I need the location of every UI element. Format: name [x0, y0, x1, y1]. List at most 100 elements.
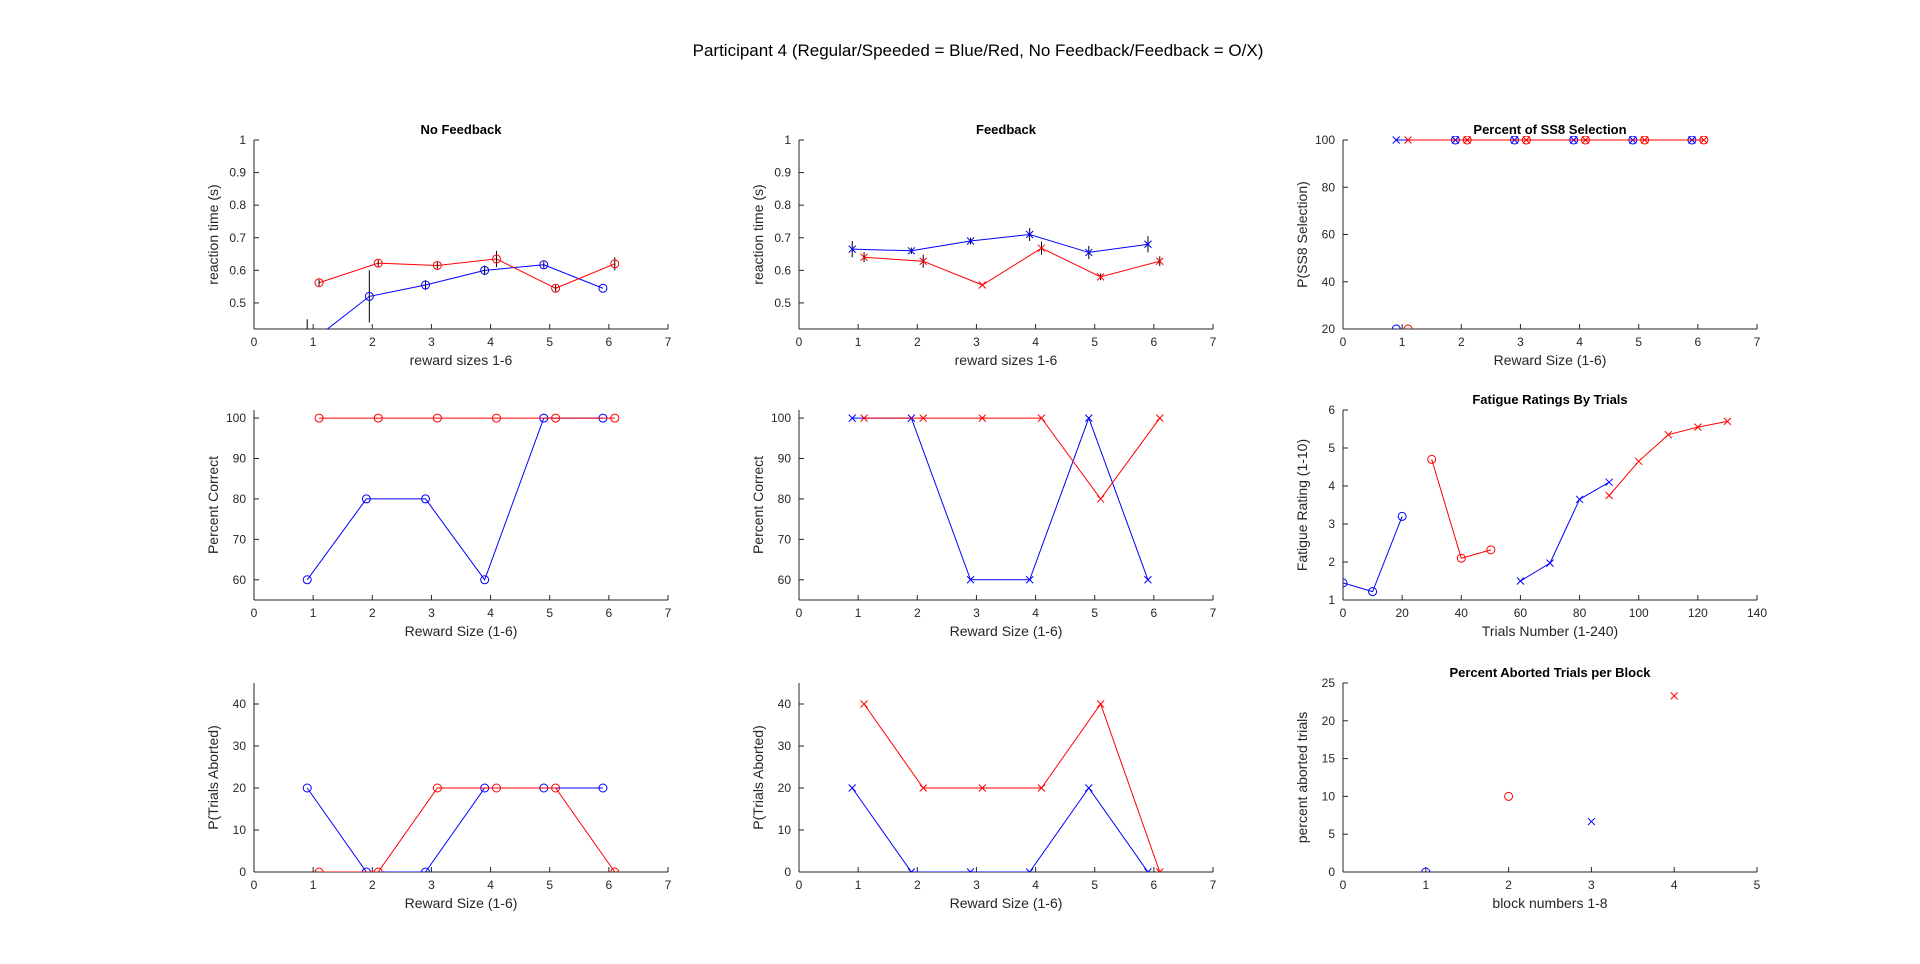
data-point-cross: [966, 868, 975, 872]
series-line: [852, 416, 1149, 581]
plot-area: [1343, 417, 1732, 597]
y-tick-label: 0: [784, 865, 791, 879]
x-tick-label: 3: [1517, 335, 1524, 349]
y-tick-label: 40: [778, 697, 792, 711]
data-point-circle: [491, 413, 501, 423]
subplot-title: Fatigue Ratings By Trials: [1472, 392, 1627, 407]
x-tick-label: 2: [914, 878, 921, 892]
data-point-cross: [1084, 248, 1093, 257]
series-red-circle: [314, 250, 620, 293]
x-axis-label: Reward Size (1-6): [1494, 352, 1607, 368]
subplot-aborted-no-feedback: 0 1 2 3 4 5 6 7 0 10 20 30 40 Reward Size (1-6) P(Tria…: [205, 683, 672, 911]
subplot-rt-no-feedback: 0 1 2 3 4 5 6 7 0.5 0.6 0.7 0.8 0.9 1 No Feedback rewar…: [205, 122, 672, 368]
x-tick-label: 2: [369, 606, 376, 620]
y-tick-label: 15: [1322, 752, 1336, 766]
series-red-circle: [1403, 136, 1709, 329]
series-line: [1343, 516, 1403, 593]
y-tick-label: 4: [1328, 479, 1335, 493]
x-tick-label: 7: [665, 878, 672, 892]
data-point-cross: [966, 575, 975, 584]
data-point-circle: [361, 867, 371, 872]
y-tick-label: 0.6: [229, 263, 246, 277]
data-point-circle: [598, 283, 608, 293]
y-tick-label: 0.9: [774, 166, 791, 180]
x-tick-label: 5: [1635, 335, 1642, 349]
x-tick-label: 4: [1032, 335, 1039, 349]
x-tick-label: 5: [546, 878, 553, 892]
data-point-cross: [919, 784, 928, 792]
series-line: [1431, 459, 1491, 559]
subplot-title: Percent of SS8 Selection: [1473, 122, 1626, 137]
data-point-circle: [361, 494, 371, 504]
y-tick-label: 60: [778, 573, 792, 587]
x-tick-label: 3: [973, 878, 980, 892]
data-point-circle: [491, 254, 501, 264]
data-point-cross: [978, 784, 987, 792]
data-point-cross: [1516, 577, 1525, 585]
data-point-cross: [860, 700, 868, 708]
series-line: [864, 417, 1161, 500]
x-tick-label: 1: [310, 606, 317, 620]
series-line: [1608, 420, 1728, 496]
x-tick-label: 0: [1340, 878, 1347, 892]
data-point-circle: [373, 258, 383, 268]
plot-area: [302, 783, 620, 872]
data-point-cross: [1522, 136, 1531, 144]
y-tick-label: 100: [1315, 133, 1335, 147]
x-axis-label: Reward Size (1-6): [405, 895, 518, 911]
x-tick-label: 2: [1458, 335, 1465, 349]
subplot-aborted-feedback: 0 1 2 3 4 5 6 7 0 10 20 30 40 Reward Size (1-6) P(Tria…: [750, 683, 1217, 911]
x-tick-label: 7: [1210, 606, 1217, 620]
series-red-circle: [314, 783, 620, 872]
data-point-circle: [491, 783, 501, 793]
series-blue-circle: [302, 783, 608, 872]
y-tick-label: 100: [771, 411, 791, 425]
x-tick-label: 5: [1091, 878, 1098, 892]
y-tick-label: 5: [1328, 441, 1335, 455]
x-tick-label: 0: [1340, 335, 1347, 349]
series-red-cross: [1605, 417, 1732, 500]
y-tick-label: 0: [239, 865, 246, 879]
x-tick-label: 2: [914, 335, 921, 349]
series-line: [306, 787, 603, 872]
x-tick-label: 7: [665, 335, 672, 349]
x-tick-label: 5: [1754, 878, 1761, 892]
y-tick-label: 100: [226, 411, 246, 425]
data-point-cross: [1404, 136, 1412, 144]
x-tick-label: 4: [487, 606, 494, 620]
y-axis-label: P(Trials Aborted): [205, 725, 221, 830]
y-tick-label: 0: [1328, 865, 1335, 879]
data-point-circle: [480, 265, 490, 275]
data-point-cross: [1096, 273, 1105, 281]
x-tick-label: 1: [855, 335, 862, 349]
x-tick-label: 4: [487, 878, 494, 892]
y-tick-label: 25: [1322, 676, 1336, 690]
data-point-circle: [610, 259, 620, 269]
x-tick-label: 3: [428, 606, 435, 620]
subplot-pc-no-feedback: 0 1 2 3 4 5 6 7 60 70 80 90 100 Reward Size (1-6) Perc…: [205, 410, 672, 639]
data-point-cross: [1084, 784, 1093, 792]
series-line: [851, 787, 1149, 872]
data-point-cross: [1037, 414, 1046, 422]
data-point-cross: [1025, 868, 1034, 872]
y-tick-label: 30: [778, 739, 792, 753]
x-tick-label: 80: [1573, 606, 1587, 620]
data-point-cross: [1096, 700, 1105, 708]
data-point-circle: [373, 867, 383, 872]
x-tick-label: 6: [1151, 878, 1158, 892]
series-line: [318, 258, 615, 289]
x-tick-label: 100: [1629, 606, 1649, 620]
plot-area: [302, 413, 620, 585]
data-point-circle: [421, 280, 431, 290]
x-tick-label: 2: [914, 606, 921, 620]
plot-area: [848, 700, 1164, 872]
x-tick-label: 0: [796, 878, 803, 892]
data-point-circle: [551, 283, 561, 293]
data-point-circle: [551, 783, 561, 793]
x-tick-label: 3: [428, 878, 435, 892]
x-tick-label: 6: [606, 878, 613, 892]
subplot-fatigue-ratings: 0 20 40 60 80 100 120 140 1 2 3 4 5 6 Fatigue Ratings …: [1294, 392, 1767, 639]
data-point-circle: [1486, 545, 1496, 555]
data-point-circle: [302, 783, 312, 793]
